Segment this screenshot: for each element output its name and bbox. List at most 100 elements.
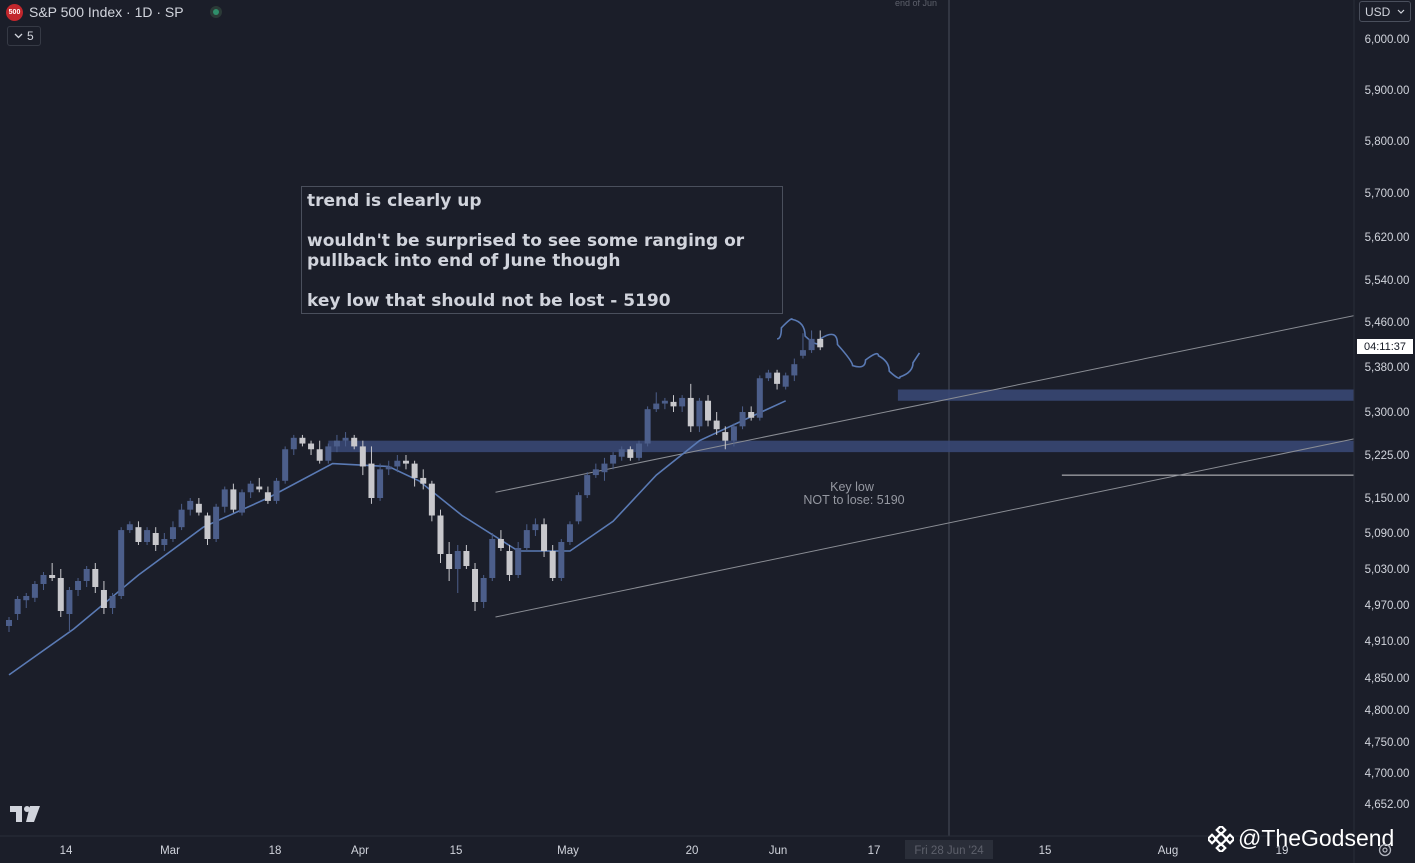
candle[interactable]	[368, 463, 375, 498]
candle[interactable]	[40, 575, 47, 584]
candle[interactable]	[161, 539, 168, 545]
candle[interactable]	[541, 524, 548, 551]
candle[interactable]	[342, 437, 349, 441]
currency-select[interactable]: USD	[1359, 1, 1411, 22]
candle[interactable]	[558, 542, 565, 578]
candle[interactable]	[584, 475, 591, 496]
candle[interactable]	[230, 489, 237, 510]
candle[interactable]	[49, 575, 56, 578]
candle[interactable]	[282, 449, 289, 481]
candle[interactable]	[169, 527, 176, 539]
candle[interactable]	[592, 469, 599, 476]
candle[interactable]	[549, 551, 556, 578]
price-axis[interactable]	[1354, 0, 1415, 863]
candle[interactable]	[791, 364, 798, 376]
settings-gear-icon[interactable]	[1378, 843, 1392, 857]
candle[interactable]	[195, 503, 202, 513]
analysis-note[interactable]: trend is clearly up wouldn't be surprise…	[301, 186, 783, 314]
candle[interactable]	[290, 437, 297, 450]
candle[interactable]	[696, 400, 703, 427]
candle[interactable]	[333, 440, 340, 447]
candle[interactable]	[730, 426, 737, 441]
candle[interactable]	[713, 420, 720, 430]
candle[interactable]	[402, 460, 409, 464]
candle[interactable]	[774, 372, 781, 384]
candle[interactable]	[765, 372, 772, 379]
candle[interactable]	[515, 548, 522, 575]
candle[interactable]	[66, 590, 73, 614]
candle[interactable]	[256, 486, 263, 490]
candle[interactable]	[523, 530, 530, 548]
candle[interactable]	[566, 524, 573, 542]
candle[interactable]	[385, 466, 392, 470]
candle[interactable]	[109, 596, 116, 608]
channel-upper-line[interactable]	[495, 264, 1415, 493]
candle[interactable]	[748, 412, 755, 418]
support-zone[interactable]	[328, 440, 1415, 453]
candle[interactable]	[437, 515, 444, 555]
candle[interactable]	[472, 569, 479, 602]
candle[interactable]	[799, 350, 806, 356]
candle[interactable]	[411, 463, 418, 478]
candle[interactable]	[31, 584, 38, 598]
candle[interactable]	[575, 495, 582, 522]
candle[interactable]	[420, 477, 427, 484]
candle[interactable]	[325, 446, 332, 461]
candle[interactable]	[187, 500, 194, 510]
market-status-icon[interactable]	[209, 6, 222, 18]
candle[interactable]	[152, 533, 159, 545]
candle[interactable]	[687, 397, 694, 427]
candle[interactable]	[454, 551, 461, 569]
candle[interactable]	[299, 437, 306, 444]
candle[interactable]	[601, 463, 608, 473]
candle[interactable]	[635, 443, 642, 458]
candle[interactable]	[627, 449, 634, 458]
candle[interactable]	[756, 378, 763, 418]
candle[interactable]	[273, 480, 280, 501]
candle[interactable]	[316, 449, 323, 461]
candle[interactable]	[705, 400, 712, 421]
candle[interactable]	[489, 539, 496, 578]
candle[interactable]	[446, 554, 453, 569]
candle[interactable]	[610, 455, 617, 464]
candle[interactable]	[118, 530, 125, 596]
candle[interactable]	[247, 483, 254, 493]
tradingview-logo-icon[interactable]	[10, 806, 40, 822]
candle[interactable]	[394, 460, 401, 467]
candle[interactable]	[75, 581, 82, 590]
candle[interactable]	[782, 375, 789, 387]
candle[interactable]	[428, 483, 435, 516]
candle[interactable]	[532, 524, 539, 531]
candle[interactable]	[221, 489, 228, 507]
candle[interactable]	[264, 492, 271, 501]
candle[interactable]	[670, 401, 677, 407]
candle[interactable]	[497, 539, 504, 548]
candle[interactable]	[377, 469, 384, 498]
candle[interactable]	[463, 551, 470, 566]
candle[interactable]	[653, 403, 660, 410]
candle[interactable]	[661, 400, 668, 404]
projection-path[interactable]	[776, 318, 921, 379]
candle[interactable]	[92, 569, 99, 587]
candle[interactable]	[57, 578, 64, 611]
candle[interactable]	[506, 551, 513, 575]
candle[interactable]	[618, 449, 625, 457]
support-zone[interactable]	[897, 389, 1415, 401]
candle[interactable]	[83, 569, 90, 581]
candle[interactable]	[722, 432, 729, 441]
candle[interactable]	[135, 527, 142, 542]
channel-lower-line[interactable]	[495, 387, 1415, 618]
candle[interactable]	[213, 506, 220, 539]
candle[interactable]	[23, 596, 30, 601]
candle[interactable]	[739, 412, 746, 427]
candle[interactable]	[204, 515, 211, 540]
candle[interactable]	[14, 599, 21, 614]
candle[interactable]	[644, 409, 651, 444]
candle[interactable]	[351, 437, 358, 447]
candle[interactable]	[308, 443, 315, 450]
candle[interactable]	[144, 530, 151, 542]
candle[interactable]	[679, 397, 686, 407]
candle[interactable]	[6, 620, 12, 626]
candle[interactable]	[100, 590, 107, 608]
